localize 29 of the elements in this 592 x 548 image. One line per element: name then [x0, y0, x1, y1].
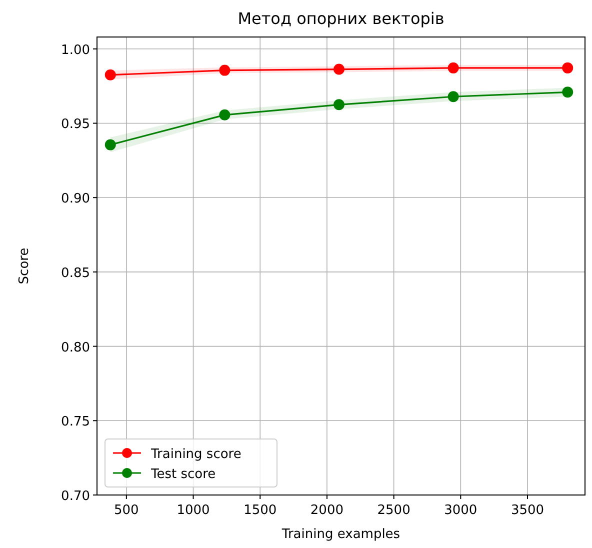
y-tick-label: 0.80	[61, 340, 90, 356]
y-tick-label: 0.75	[61, 414, 90, 430]
x-tick-label: 2000	[310, 503, 344, 518]
point	[219, 109, 230, 120]
point	[219, 64, 230, 76]
x-tick-label: 2500	[377, 503, 410, 518]
point	[562, 62, 574, 74]
x-tick-label: 500	[114, 503, 139, 518]
point	[562, 86, 574, 98]
point	[333, 99, 344, 110]
x-tick-label: 1500	[244, 503, 277, 518]
point	[448, 62, 459, 74]
x-tick-label: 1000	[176, 503, 210, 518]
x-tick-label: 3500	[510, 503, 544, 518]
legend-label: Training score	[150, 447, 242, 462]
x-axis-title: Training examples	[280, 527, 400, 542]
chart-title: Метод опорних векторів	[238, 9, 444, 28]
point	[448, 91, 459, 102]
y-tick-label: 0.70	[61, 489, 90, 504]
y-tick-label: 0.85	[61, 266, 90, 281]
y-tick-label: 0.95	[61, 117, 90, 132]
point	[104, 139, 116, 150]
point	[104, 69, 116, 80]
y-tick-label: 0.90	[61, 192, 90, 207]
point	[333, 64, 344, 75]
x-tick-label: 3000	[444, 503, 478, 518]
legend-label: Test score	[150, 467, 216, 482]
y-axis-title: Score	[17, 248, 32, 284]
y-tick-label: 1.00	[61, 42, 90, 58]
